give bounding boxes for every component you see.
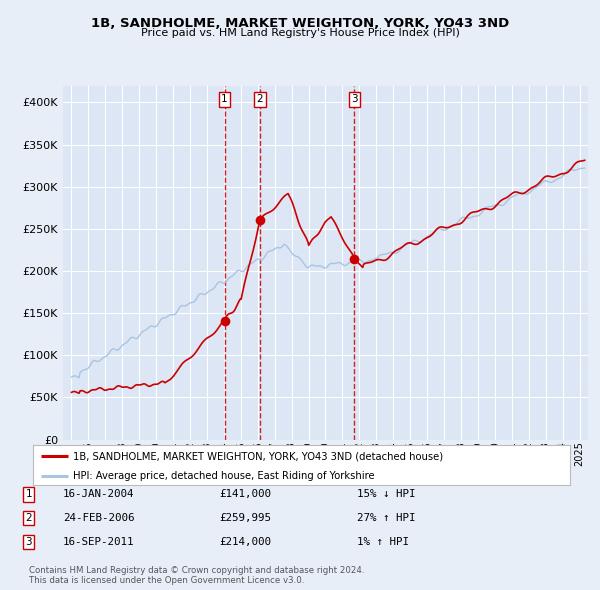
Text: £214,000: £214,000 — [219, 537, 271, 546]
Text: 2: 2 — [257, 94, 263, 104]
Text: 1: 1 — [221, 94, 228, 104]
Text: Price paid vs. HM Land Registry's House Price Index (HPI): Price paid vs. HM Land Registry's House … — [140, 28, 460, 38]
Text: 3: 3 — [351, 94, 358, 104]
Text: 3: 3 — [25, 537, 32, 546]
Text: £259,995: £259,995 — [219, 513, 271, 523]
Text: 27% ↑ HPI: 27% ↑ HPI — [357, 513, 415, 523]
Text: 1B, SANDHOLME, MARKET WEIGHTON, YORK, YO43 3ND (detached house): 1B, SANDHOLME, MARKET WEIGHTON, YORK, YO… — [73, 451, 443, 461]
Text: 2: 2 — [25, 513, 32, 523]
Text: 24-FEB-2006: 24-FEB-2006 — [63, 513, 134, 523]
Text: £141,000: £141,000 — [219, 490, 271, 499]
Text: 16-SEP-2011: 16-SEP-2011 — [63, 537, 134, 546]
Text: 15% ↓ HPI: 15% ↓ HPI — [357, 490, 415, 499]
Text: Contains HM Land Registry data © Crown copyright and database right 2024.
This d: Contains HM Land Registry data © Crown c… — [29, 566, 364, 585]
Text: 1: 1 — [25, 490, 32, 499]
Text: 1B, SANDHOLME, MARKET WEIGHTON, YORK, YO43 3ND: 1B, SANDHOLME, MARKET WEIGHTON, YORK, YO… — [91, 17, 509, 30]
Text: 1% ↑ HPI: 1% ↑ HPI — [357, 537, 409, 546]
Text: HPI: Average price, detached house, East Riding of Yorkshire: HPI: Average price, detached house, East… — [73, 471, 375, 481]
Text: 16-JAN-2004: 16-JAN-2004 — [63, 490, 134, 499]
